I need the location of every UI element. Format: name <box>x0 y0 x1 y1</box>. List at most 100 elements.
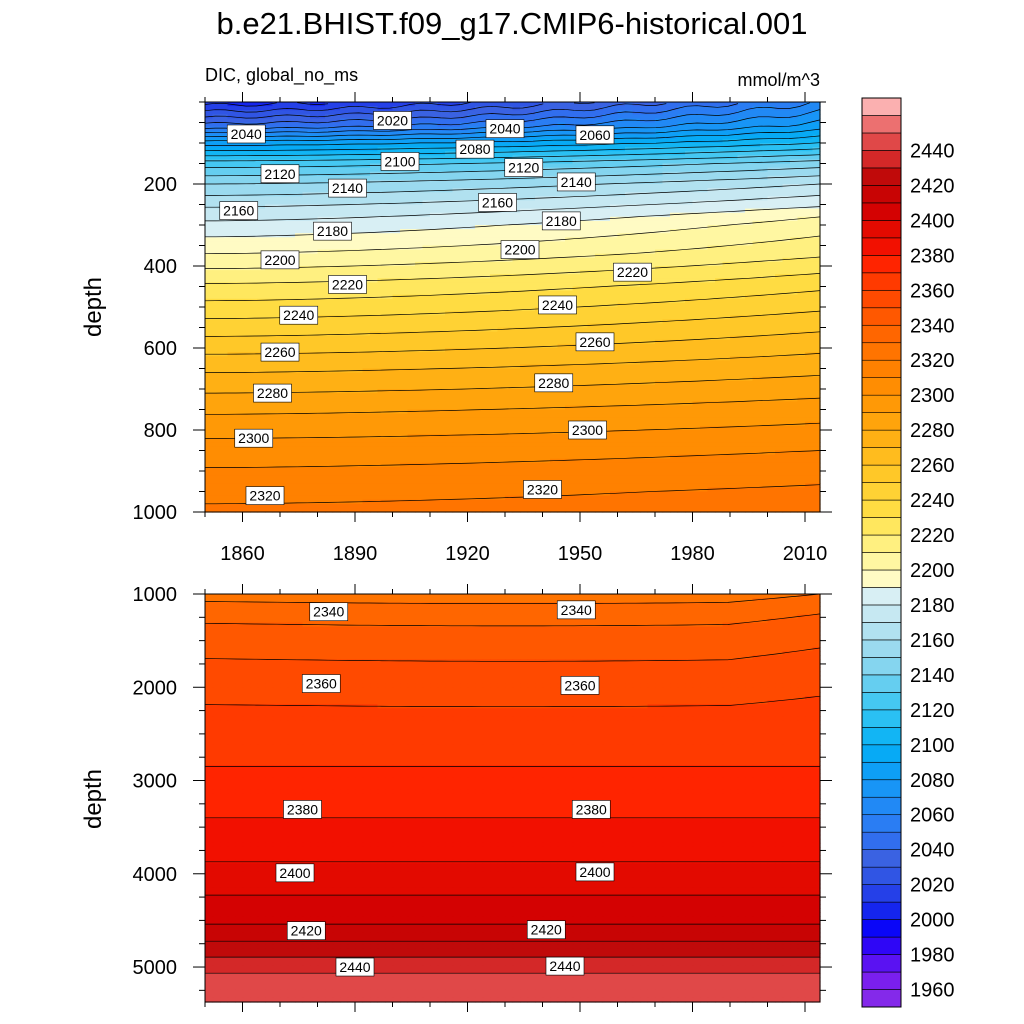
contour-cell <box>430 339 439 345</box>
contour-cell <box>625 159 634 165</box>
contour-cell <box>475 229 484 234</box>
contour-cell <box>430 212 439 218</box>
contour-cell <box>715 196 724 201</box>
contour-cell <box>565 118 574 124</box>
contour-cell <box>467 175 476 181</box>
contour-cell <box>572 278 581 283</box>
contour-cell <box>415 196 424 201</box>
contour-cell <box>782 126 791 132</box>
contour-cell <box>527 233 536 238</box>
contour-cell <box>557 208 566 214</box>
contour-cell <box>475 331 484 337</box>
contour-cell <box>692 339 701 345</box>
contour-cell <box>797 261 806 267</box>
contour-cell <box>250 253 259 259</box>
contour-cell <box>715 298 724 304</box>
contour-cell <box>527 294 536 300</box>
contour-cell <box>670 339 679 345</box>
contour-cell <box>595 282 604 288</box>
contour-cell <box>490 171 499 177</box>
contour-cell <box>625 163 634 169</box>
contour-cell <box>670 225 679 230</box>
contour-cell <box>700 274 709 279</box>
contour-cell <box>700 253 709 259</box>
contour-cell <box>250 159 259 165</box>
contour-cell <box>572 147 581 152</box>
contour-cell <box>760 237 769 242</box>
contour-cell <box>422 257 431 263</box>
contour-cell <box>565 102 574 107</box>
contour-cell <box>317 179 326 185</box>
contour-cell <box>437 126 446 132</box>
contour-cell <box>205 151 214 156</box>
contour-cell <box>475 245 484 251</box>
contour-cell <box>737 286 746 292</box>
contour-cell <box>310 163 319 169</box>
contour-cell <box>602 311 611 316</box>
contour-cell <box>257 294 266 300</box>
contour-cell <box>722 184 731 189</box>
contour-cell <box>700 147 709 152</box>
contour-cell <box>295 130 304 136</box>
contour-cell <box>490 233 499 238</box>
contour-cell <box>407 192 416 197</box>
contour-cell <box>422 315 431 320</box>
contour-cell <box>580 319 589 324</box>
contour-cell <box>317 134 326 140</box>
contour-cell <box>362 294 371 300</box>
contour-cell <box>340 323 349 329</box>
contour-cell <box>520 257 529 263</box>
contour-cell <box>317 155 326 160</box>
contour-cell <box>527 331 536 337</box>
contour-cell <box>467 118 476 124</box>
contour-cell <box>745 212 754 218</box>
contour-cell <box>265 327 274 333</box>
contour-cell <box>685 348 694 353</box>
contour-cell <box>617 311 626 316</box>
contour-cell <box>377 171 386 177</box>
contour-cell <box>437 315 446 320</box>
contour-cell <box>782 278 791 283</box>
contour-cell <box>377 175 386 181</box>
contour-cell <box>647 184 656 189</box>
contour-cell <box>685 106 694 111</box>
contour-cell <box>422 323 431 329</box>
contour-cell <box>692 130 701 136</box>
contour-cell <box>797 335 806 341</box>
contour-cell <box>490 188 499 193</box>
contour-cell <box>400 192 409 197</box>
contour-cell <box>595 266 604 271</box>
contour-cell <box>692 335 701 341</box>
contour-cell <box>580 159 589 165</box>
contour-cell <box>302 327 311 333</box>
contour-cell <box>542 241 551 247</box>
contour-cell <box>632 302 641 308</box>
contour-cell <box>760 302 769 308</box>
contour-cell <box>265 339 274 345</box>
contour-cell <box>437 319 446 324</box>
contour-cell <box>647 175 656 181</box>
contour-cell <box>520 114 529 119</box>
contour-cell <box>745 188 754 193</box>
contour-cell <box>355 106 364 111</box>
contour-cell <box>550 130 559 136</box>
contour-cell <box>430 225 439 230</box>
contour-cell <box>625 307 634 312</box>
contour-cell <box>430 138 439 144</box>
contour-cell <box>602 171 611 177</box>
contour-cell <box>647 151 656 156</box>
contour-cell <box>752 163 761 169</box>
contour-cell <box>805 253 814 259</box>
contour-cell <box>415 102 424 107</box>
contour-cell <box>362 253 371 259</box>
contour-cell <box>722 122 731 128</box>
contour-cell <box>557 270 566 275</box>
contour-cell <box>587 220 596 226</box>
contour-cell <box>415 143 424 148</box>
contour-cell <box>415 249 424 255</box>
contour-cell <box>760 290 769 296</box>
contour-cell <box>227 327 236 333</box>
contour-cell <box>512 188 521 193</box>
contour-cell <box>437 294 446 300</box>
contour-cell <box>505 343 514 349</box>
